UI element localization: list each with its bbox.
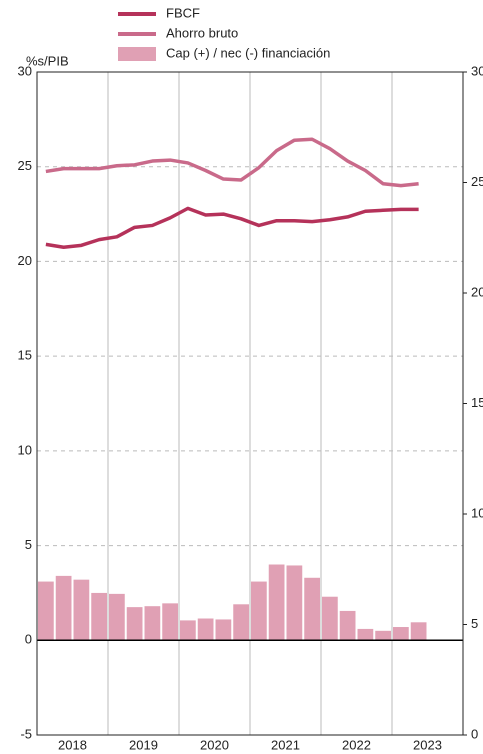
x-tick-label: 2021 xyxy=(271,737,300,752)
legend-swatch xyxy=(118,47,156,61)
bar xyxy=(268,564,285,641)
bar xyxy=(126,607,143,641)
bar xyxy=(393,627,409,641)
bar xyxy=(215,619,232,641)
bar xyxy=(55,575,72,641)
bar xyxy=(322,596,338,641)
bar xyxy=(109,593,125,641)
y2-tick-label: 30 xyxy=(471,63,483,78)
x-tick-label: 2023 xyxy=(413,737,442,752)
plot-frame xyxy=(36,71,464,736)
y2-tick-label: 20 xyxy=(471,284,483,299)
bar xyxy=(375,630,391,641)
y-axis-label: %s/PIB xyxy=(26,53,69,68)
bar xyxy=(144,606,161,641)
bar xyxy=(197,618,214,641)
x-tick-label: 2022 xyxy=(342,737,371,752)
bar xyxy=(339,610,356,641)
y2-tick-label: 25 xyxy=(471,174,483,189)
bar xyxy=(286,565,303,641)
bar xyxy=(162,603,178,641)
bar xyxy=(38,581,54,641)
y-tick-label: 30 xyxy=(18,63,32,78)
bar xyxy=(91,592,107,641)
legend-label: FBCF xyxy=(166,5,200,20)
line-series xyxy=(45,137,419,188)
bar xyxy=(233,604,249,641)
bar xyxy=(73,579,90,641)
y-tick-label: 25 xyxy=(18,158,32,173)
legend-label: Cap (+) / nec (-) financiación xyxy=(166,45,330,60)
legend-label: Ahorro bruto xyxy=(166,25,238,40)
y-tick-label: 15 xyxy=(18,348,32,363)
y2-tick-label: 0 xyxy=(471,726,478,741)
bar xyxy=(410,622,427,641)
bar xyxy=(180,620,196,641)
line-series xyxy=(45,206,419,249)
y-tick-label: 5 xyxy=(25,537,32,552)
x-tick-label: 2018 xyxy=(58,737,87,752)
bar xyxy=(304,577,320,641)
y2-tick-label: 10 xyxy=(471,505,483,520)
y2-tick-label: 5 xyxy=(471,616,478,631)
y2-tick-label: 15 xyxy=(471,395,483,410)
y-tick-label: -5 xyxy=(20,726,32,741)
bar xyxy=(251,581,267,641)
y-tick-label: 10 xyxy=(18,442,32,457)
x-tick-label: 2020 xyxy=(200,737,229,752)
x-tick-label: 2019 xyxy=(129,737,158,752)
y-tick-label: 0 xyxy=(25,632,32,647)
y-tick-label: 20 xyxy=(18,253,32,268)
bar xyxy=(357,628,374,641)
